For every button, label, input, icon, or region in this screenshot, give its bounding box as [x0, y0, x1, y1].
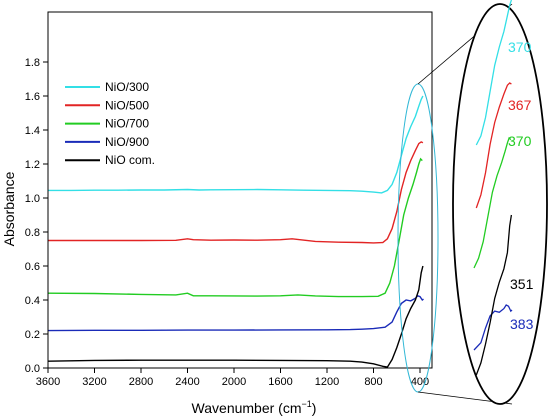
series-line-nio-900 [47, 294, 424, 332]
zoom-line [475, 0, 513, 146]
zoom-line [473, 304, 513, 351]
zoom-peak-label: 383 [510, 316, 534, 332]
x-tick-label: 1600 [268, 376, 292, 388]
x-tick-label: 3600 [36, 376, 60, 388]
zoom-peak-label: 351 [510, 276, 534, 292]
y-tick-label: 1.2 [25, 159, 40, 171]
y-tick-label: 0.0 [25, 363, 40, 375]
y-tick-label: 1.4 [25, 125, 40, 137]
x-tick-label: 800 [364, 376, 382, 388]
legend: NiO/300 NiO/500 NiO/700 NiO/900 NiO com. [65, 80, 155, 167]
axes: 3600 3200 2800 2400 2000 1600 1200 800 4000.00.2… [25, 11, 433, 388]
zoom-ellipse [452, 3, 548, 405]
plot-area [47, 95, 424, 368]
y-axis-title: Absorbance [1, 171, 17, 246]
x-tick-label: 2800 [129, 376, 153, 388]
y-tick-label: 1.8 [25, 57, 40, 69]
y-tick-label: 0.6 [25, 261, 40, 273]
y-tick-label: 0.8 [25, 227, 40, 239]
zoom-inset: 370 367 370 351 383 [397, 0, 548, 405]
y-tick-label: 0.4 [25, 295, 40, 307]
x-tick-label: 3200 [82, 376, 106, 388]
legend-label: NiO/500 [105, 98, 149, 112]
zoom-peak-label: 367 [508, 97, 532, 113]
x-tick-label: 2000 [222, 376, 246, 388]
zoom-peak-label: 370 [508, 133, 532, 149]
zoom-peak-label: 370 [508, 39, 532, 55]
zoom-line [475, 214, 513, 376]
legend-label: NiO/900 [105, 135, 149, 149]
y-tick-label: 1.0 [25, 193, 40, 205]
zoom-line [475, 82, 512, 209]
series-line-nio-700 [47, 157, 423, 298]
series-line-nio-300 [48, 95, 424, 194]
legend-label: NiO/700 [105, 117, 149, 131]
legend-label: NiO/300 [105, 80, 149, 94]
x-tick-label: 1200 [315, 376, 339, 388]
y-tick-label: 1.6 [25, 91, 40, 103]
x-tick-label: 2400 [175, 376, 199, 388]
series-line-nio-com- [47, 265, 424, 368]
x-axis-title: Wavenumber (cm−1) [192, 399, 317, 416]
series-line-nio-500 [48, 141, 424, 244]
legend-label: NiO com. [105, 153, 155, 167]
y-tick-label: 0.2 [25, 329, 40, 341]
zoom-line [473, 136, 512, 269]
plot-frame [47, 11, 433, 369]
